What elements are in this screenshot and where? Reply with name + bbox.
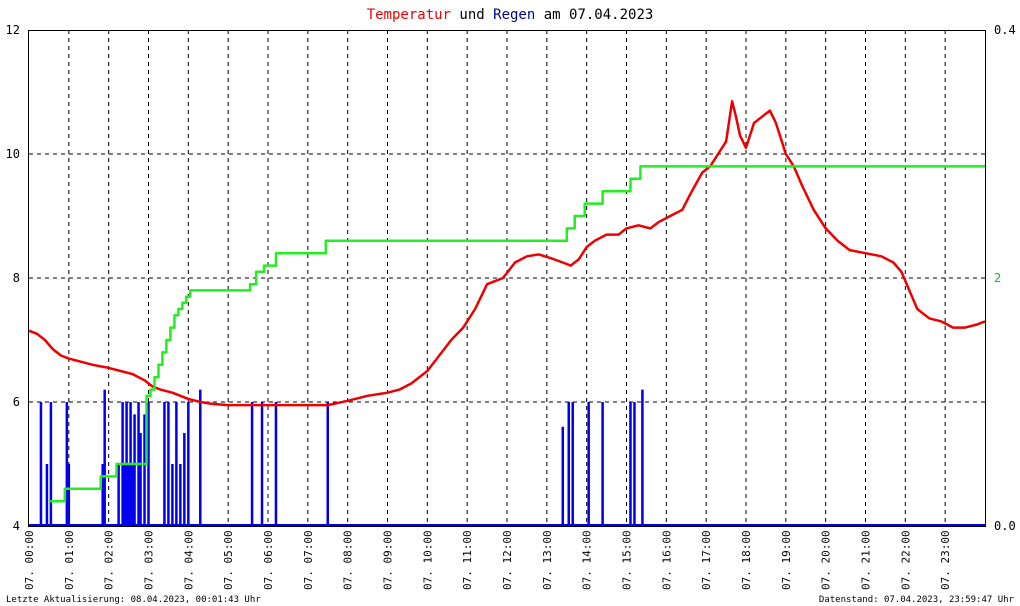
- series-lines: [28, 100, 986, 503]
- x-tick-label: 07. 03:00: [143, 530, 156, 590]
- x-tick-label: 07. 17:00: [700, 530, 713, 590]
- plot-frame: [28, 30, 986, 527]
- x-tick-label: 07. 11:00: [461, 530, 474, 590]
- x-tick-label: 07. 06:00: [262, 530, 275, 590]
- temperature-line: [28, 100, 986, 407]
- y-right-tick-label: 2: [994, 271, 1001, 285]
- x-tick-label: 07. 04:00: [182, 530, 195, 590]
- y-right-tick-label: 0.0: [994, 519, 1016, 533]
- y-axis-right: 0.0 2 0.4: [994, 23, 1016, 533]
- x-tick-label: 07. 14:00: [581, 530, 594, 590]
- title-date: am 07.04.2023: [535, 7, 653, 23]
- x-tick-label: 07. 02:00: [103, 530, 116, 590]
- x-tick-label: 07. 07:00: [302, 530, 315, 590]
- x-tick-label: 07. 18:00: [740, 530, 753, 590]
- x-axis: 07. 00:00 07. 01:00 07. 02:00 07. 03:00 07. …: [23, 530, 952, 590]
- y-right-tick-label: 0.4: [994, 23, 1016, 37]
- x-tick-label: 07. 12:00: [501, 530, 514, 590]
- rain_sum-line: [48, 165, 985, 503]
- title-regen: Regen: [493, 7, 535, 23]
- x-tick-label: 07. 13:00: [541, 530, 554, 590]
- x-tick-label: 07. 23:00: [939, 530, 952, 590]
- chart-title: Temperatur und Regen am 07.04.2023: [367, 7, 654, 23]
- rain-intensity-bars: [29, 389, 985, 526]
- x-tick-label: 07. 00:00: [23, 530, 36, 590]
- x-tick-label: 07. 21:00: [860, 530, 873, 590]
- title-temperatur: Temperatur: [367, 7, 451, 23]
- x-tick-label: 07. 22:00: [899, 530, 912, 590]
- x-tick-label: 07. 16:00: [660, 530, 673, 590]
- y-left-tick-label: 10: [6, 147, 20, 161]
- x-tick-label: 07. 19:00: [780, 530, 793, 590]
- x-tick-label: 07. 09:00: [382, 530, 395, 590]
- footer-last-update: Letzte Aktualisierung: 08.04.2023, 00:01…: [6, 595, 261, 605]
- x-tick-label: 07. 08:00: [342, 530, 355, 590]
- x-tick-label: 07. 01:00: [63, 530, 76, 590]
- y-left-tick-label: 12: [6, 23, 20, 37]
- y-left-tick-label: 4: [13, 519, 20, 533]
- y-left-tick-label: 8: [13, 271, 20, 285]
- x-tick-label: 07. 15:00: [621, 530, 634, 590]
- title-und: und: [451, 7, 493, 23]
- y-axis-left: 4 6 8 10 12: [6, 23, 20, 533]
- y-left-tick-label: 6: [13, 395, 20, 409]
- x-tick-label: 07. 10:00: [421, 530, 434, 590]
- grid: [29, 30, 985, 526]
- x-tick-label: 07. 05:00: [222, 530, 235, 590]
- footer-data-status: Datenstand: 07.04.2023, 23:59:47 Uhr: [819, 595, 1015, 605]
- x-tick-label: 07. 20:00: [820, 530, 833, 590]
